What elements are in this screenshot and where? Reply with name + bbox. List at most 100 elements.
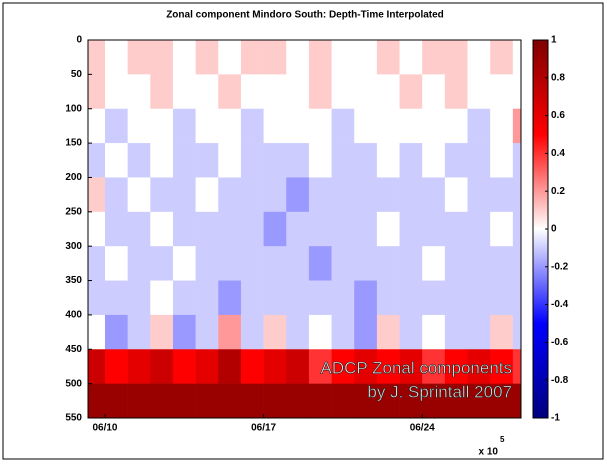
heatmap-cell — [331, 40, 355, 75]
heatmap-cell — [331, 383, 355, 419]
heatmap-cell — [88, 143, 106, 178]
heatmap-cell — [104, 108, 128, 144]
heatmap-cell — [376, 74, 400, 110]
heatmap-cell — [104, 74, 128, 110]
heatmap-cell — [240, 177, 264, 213]
heatmap-cell — [104, 246, 128, 281]
colorbar-tick-label: 0.8 — [551, 72, 565, 83]
heatmap-cell — [195, 349, 219, 384]
y-tick-label: 0 — [76, 35, 82, 46]
heatmap-cell — [354, 40, 378, 75]
heatmap-cell — [399, 143, 423, 178]
y-tick-label: 100 — [65, 103, 82, 114]
y-tick-label: 550 — [65, 413, 82, 424]
heatmap-cell — [308, 211, 332, 247]
heatmap-cell — [444, 108, 468, 144]
heatmap-cell — [399, 177, 423, 213]
heatmap-cell — [422, 40, 446, 75]
plot-frame — [87, 39, 522, 419]
heatmap-cell — [127, 40, 151, 75]
heatmap-cell — [218, 246, 242, 281]
heatmap-cell — [150, 280, 174, 316]
heatmap-cell — [240, 246, 264, 281]
heatmap-cell — [286, 349, 310, 384]
heatmap-cell — [218, 40, 242, 75]
heatmap-cell — [150, 211, 174, 247]
heatmap-cell — [195, 108, 219, 144]
heatmap-cell — [195, 280, 219, 316]
colorbar-tick-label: -0.4 — [551, 299, 569, 310]
heatmap-cell — [444, 177, 468, 213]
y-tick-label: 400 — [65, 310, 82, 321]
heatmap-cell — [490, 177, 514, 213]
heatmap-cell — [172, 280, 196, 316]
heatmap-cell — [422, 314, 446, 350]
colorbar-tick-label: -0.2 — [551, 261, 569, 272]
heatmap-cell — [444, 280, 468, 316]
heatmap-cell — [88, 383, 106, 419]
heatmap-cell — [240, 383, 264, 419]
x-tick-label: 06/24 — [410, 423, 435, 434]
heatmap-cell — [172, 143, 196, 178]
heatmap-cell — [218, 108, 242, 144]
heatmap-cell — [399, 40, 423, 75]
heatmap-cell — [376, 177, 400, 213]
heatmap-cell — [331, 74, 355, 110]
x-exponent-power: 5 — [500, 435, 505, 444]
heatmap-cell — [172, 211, 196, 247]
heatmap-cell — [490, 74, 514, 110]
heatmap-cell — [172, 246, 196, 281]
heatmap-cell — [150, 143, 174, 178]
colorbar-tick-label: 0 — [551, 224, 557, 235]
heatmap-cell — [490, 108, 514, 144]
heatmap-cell — [104, 383, 128, 419]
heatmap-cell — [354, 314, 378, 350]
heatmap-cell — [286, 246, 310, 281]
heatmap-cell — [308, 74, 332, 110]
heatmap-cell — [399, 211, 423, 247]
annotation: ADCP Zonal components — [320, 358, 512, 377]
heatmap-cell — [127, 349, 151, 384]
heatmap-cell — [422, 246, 446, 281]
heatmap-cell — [399, 246, 423, 281]
heatmap-cell — [308, 40, 332, 75]
heatmap-cell — [88, 314, 106, 350]
heatmap-cell — [512, 143, 522, 178]
heatmap-cell — [218, 314, 242, 350]
y-tick-label: 250 — [65, 206, 82, 217]
heatmap-cell — [308, 108, 332, 144]
heatmap-cell — [195, 246, 219, 281]
heatmap-cell — [172, 383, 196, 419]
y-tick-label: 300 — [65, 241, 82, 252]
heatmap-cell — [104, 177, 128, 213]
x-tick-label: 06/10 — [92, 423, 117, 434]
heatmap-cell — [150, 246, 174, 281]
heatmap-cell — [422, 74, 446, 110]
heatmap-cell — [104, 40, 128, 75]
heatmap-cell — [422, 108, 446, 144]
heatmap-cell — [512, 211, 522, 247]
heatmap-cell — [195, 314, 219, 350]
heatmap-cell — [354, 143, 378, 178]
heatmap-cell — [195, 383, 219, 419]
heatmap-cell — [467, 349, 491, 384]
heatmap-cell — [422, 143, 446, 178]
heatmap-cell — [263, 246, 287, 281]
heatmap-cell — [127, 74, 151, 110]
heatmap-cell — [444, 143, 468, 178]
heatmap-cell — [354, 211, 378, 247]
heatmap-cell — [444, 383, 468, 419]
heatmap-cell — [331, 211, 355, 247]
heatmap-cell — [104, 280, 128, 316]
heatmap-cell — [150, 349, 174, 384]
colorbar-tick-label: -0.8 — [551, 375, 569, 386]
heatmap-cell — [240, 280, 264, 316]
heatmap-cell — [467, 211, 491, 247]
heatmap-cell — [331, 108, 355, 144]
heatmap-cell — [490, 143, 514, 178]
heatmap-cell — [263, 314, 287, 350]
chart-title: Zonal component Mindoro South: Depth-Tim… — [166, 10, 444, 21]
heatmap-cell — [512, 314, 522, 350]
heatmap-cell — [218, 143, 242, 178]
heatmap-cell — [240, 40, 264, 75]
